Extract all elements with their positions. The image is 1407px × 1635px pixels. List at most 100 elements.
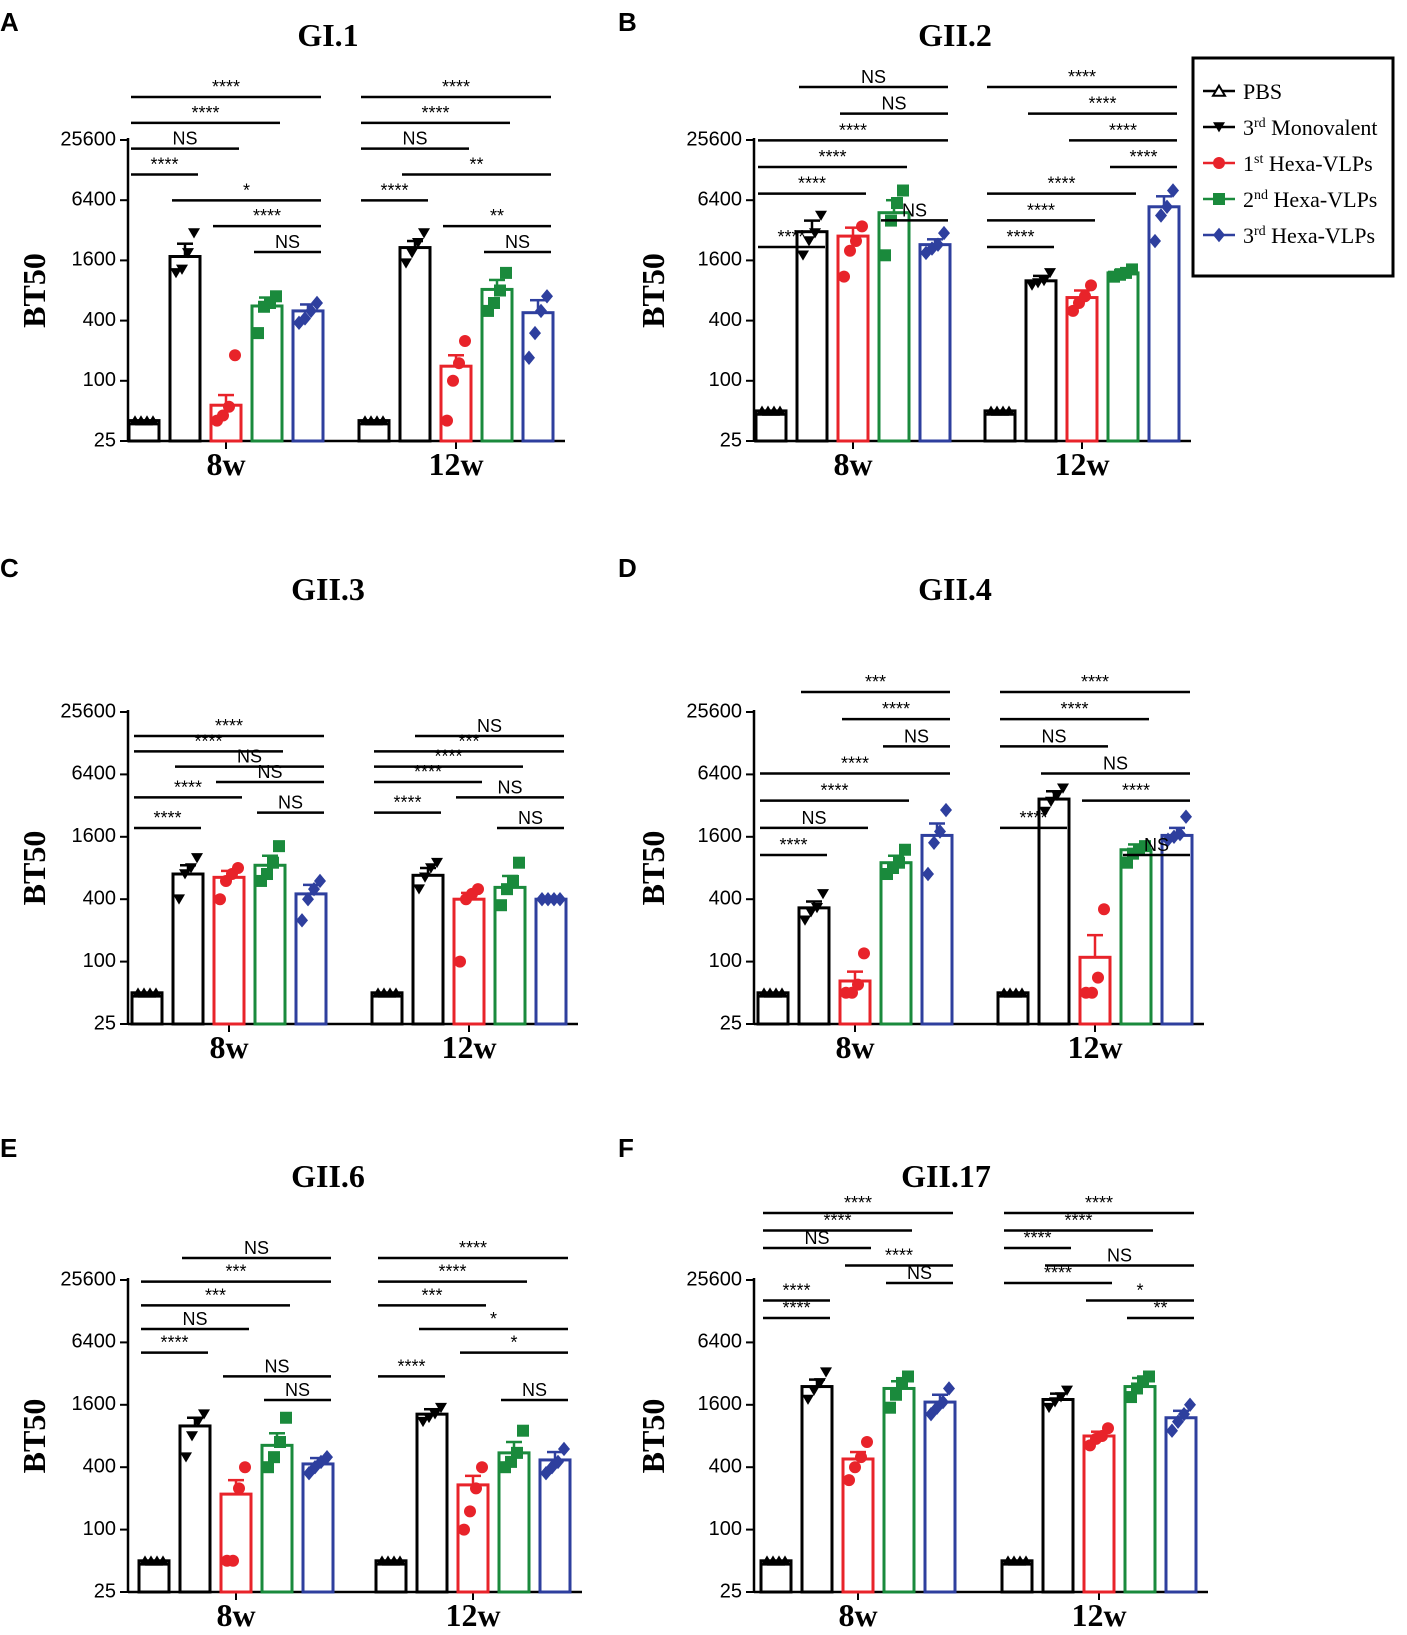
data-point-circle bbox=[1079, 290, 1091, 303]
y-tick-label: 400 bbox=[709, 1455, 742, 1477]
data-point-triangle-up bbox=[779, 1555, 791, 1566]
legend-label-sup: rd bbox=[1254, 224, 1266, 239]
significance-label: **** bbox=[782, 1298, 810, 1318]
bar-hexa2 bbox=[882, 1386, 916, 1594]
data-point-circle bbox=[472, 883, 484, 896]
legend-item-pbs: PBS bbox=[1203, 79, 1282, 104]
bar-pbs bbox=[137, 1559, 171, 1594]
bar-hexa1 bbox=[836, 234, 870, 443]
data-point-triangle-down bbox=[188, 228, 200, 239]
bar-hexa3 bbox=[538, 1458, 572, 1594]
data-point-square bbox=[1143, 1370, 1155, 1383]
significance-label: NS bbox=[1103, 754, 1128, 774]
data-point-triangle-down bbox=[1213, 122, 1225, 133]
significance-label: NS bbox=[522, 1380, 547, 1400]
y-axis-label: BT50 bbox=[635, 831, 671, 906]
data-point-triangle-down bbox=[425, 863, 437, 874]
significance-label: **** bbox=[393, 793, 421, 813]
data-point-square bbox=[274, 1436, 286, 1449]
y-tick-label: 100 bbox=[83, 1518, 116, 1540]
significance-label: **** bbox=[1006, 227, 1034, 247]
significance-label: NS bbox=[1041, 726, 1066, 746]
data-point-triangle-down bbox=[1043, 1402, 1055, 1414]
y-tick-label: 25 bbox=[720, 1580, 742, 1602]
y-tick-label: 400 bbox=[709, 887, 742, 909]
data-point-diamond bbox=[1180, 809, 1192, 824]
bar-hexa3 bbox=[534, 897, 568, 1026]
data-point-square bbox=[500, 266, 512, 279]
x-tick-label: 12w bbox=[1067, 1029, 1122, 1065]
significance-label: **** bbox=[191, 103, 219, 123]
significance-label: **** bbox=[1085, 1193, 1113, 1213]
significance-label: NS bbox=[904, 726, 929, 746]
significance-label: **** bbox=[818, 147, 846, 167]
significance-label: * bbox=[243, 180, 250, 200]
legend-label-base: 3 bbox=[1243, 115, 1254, 140]
legend-label-sup: rd bbox=[1254, 116, 1266, 131]
y-tick-label: 25 bbox=[720, 429, 742, 451]
data-point-triangle-down bbox=[429, 1409, 441, 1420]
legend-label: 2nd Hexa-VLPs bbox=[1243, 187, 1377, 212]
data-point-diamond bbox=[937, 1394, 949, 1410]
bar-hexa1 bbox=[1082, 1434, 1116, 1594]
data-point-circle bbox=[1213, 157, 1225, 169]
y-tick-label: 100 bbox=[709, 1518, 742, 1540]
data-point-diamond bbox=[1155, 208, 1167, 223]
data-point-circle bbox=[229, 349, 241, 362]
y-tick-label: 400 bbox=[83, 887, 116, 909]
y-tick-label: 100 bbox=[709, 369, 742, 391]
x-tick-label: 12w bbox=[441, 1029, 496, 1065]
significance-label: **** bbox=[798, 174, 826, 194]
y-tick-label: 100 bbox=[83, 369, 116, 391]
data-point-triangle-down bbox=[808, 1385, 820, 1396]
data-point-circle bbox=[239, 1461, 251, 1474]
legend-label-rest: Monovalent bbox=[1266, 115, 1378, 140]
data-point-square bbox=[891, 197, 903, 210]
bar-mono bbox=[168, 255, 202, 443]
significance-label: NS bbox=[278, 793, 303, 813]
data-point-circle bbox=[459, 335, 471, 348]
significance-label: NS bbox=[881, 94, 906, 114]
significance-label: **** bbox=[397, 1356, 425, 1376]
legend-label-base: PBS bbox=[1243, 79, 1282, 104]
data-point-triangle-down bbox=[811, 903, 823, 914]
y-tick-label: 25 bbox=[720, 1012, 742, 1034]
significance-label: NS bbox=[1144, 835, 1169, 855]
significance-label: **** bbox=[882, 699, 910, 719]
bar-mono bbox=[797, 906, 831, 1026]
data-point-diamond bbox=[1174, 826, 1186, 842]
significance-label: NS bbox=[907, 1263, 932, 1283]
significance-label: ** bbox=[469, 155, 483, 175]
significance-label: **** bbox=[839, 120, 867, 140]
chart-title: GII.3 bbox=[291, 571, 365, 607]
data-point-square bbox=[890, 1388, 902, 1401]
data-point-diamond bbox=[1213, 227, 1225, 243]
y-tick-label: 1600 bbox=[698, 825, 743, 847]
bar-hexa2 bbox=[1119, 848, 1153, 1026]
legend-label-sup: st bbox=[1254, 152, 1263, 167]
data-point-diamond bbox=[1149, 233, 1161, 249]
data-point-triangle-down bbox=[179, 869, 191, 880]
data-point-square bbox=[1126, 263, 1138, 276]
significance-label: **** bbox=[253, 206, 281, 226]
significance-label: NS bbox=[275, 232, 300, 252]
data-point-triangle-down bbox=[1049, 1397, 1061, 1408]
y-tick-label: 6400 bbox=[698, 188, 743, 210]
data-point-triangle-down bbox=[186, 1431, 198, 1442]
data-point-triangle-up bbox=[1020, 1555, 1032, 1566]
data-point-circle bbox=[217, 409, 229, 422]
significance-label: **** bbox=[212, 77, 240, 97]
data-point-square bbox=[893, 856, 905, 869]
y-tick-label: 25600 bbox=[60, 700, 116, 722]
legend-label-base: 1 bbox=[1243, 151, 1254, 176]
significance-label: **** bbox=[823, 1211, 851, 1231]
bar-mono bbox=[1037, 797, 1071, 1026]
data-point-triangle-down bbox=[400, 258, 412, 269]
x-tick-label: 8w bbox=[838, 1597, 877, 1633]
significance-label: NS bbox=[804, 1228, 829, 1248]
bar-mono bbox=[1024, 279, 1058, 443]
bar-pbs bbox=[1000, 1559, 1034, 1594]
y-tick-label: 6400 bbox=[698, 763, 743, 785]
